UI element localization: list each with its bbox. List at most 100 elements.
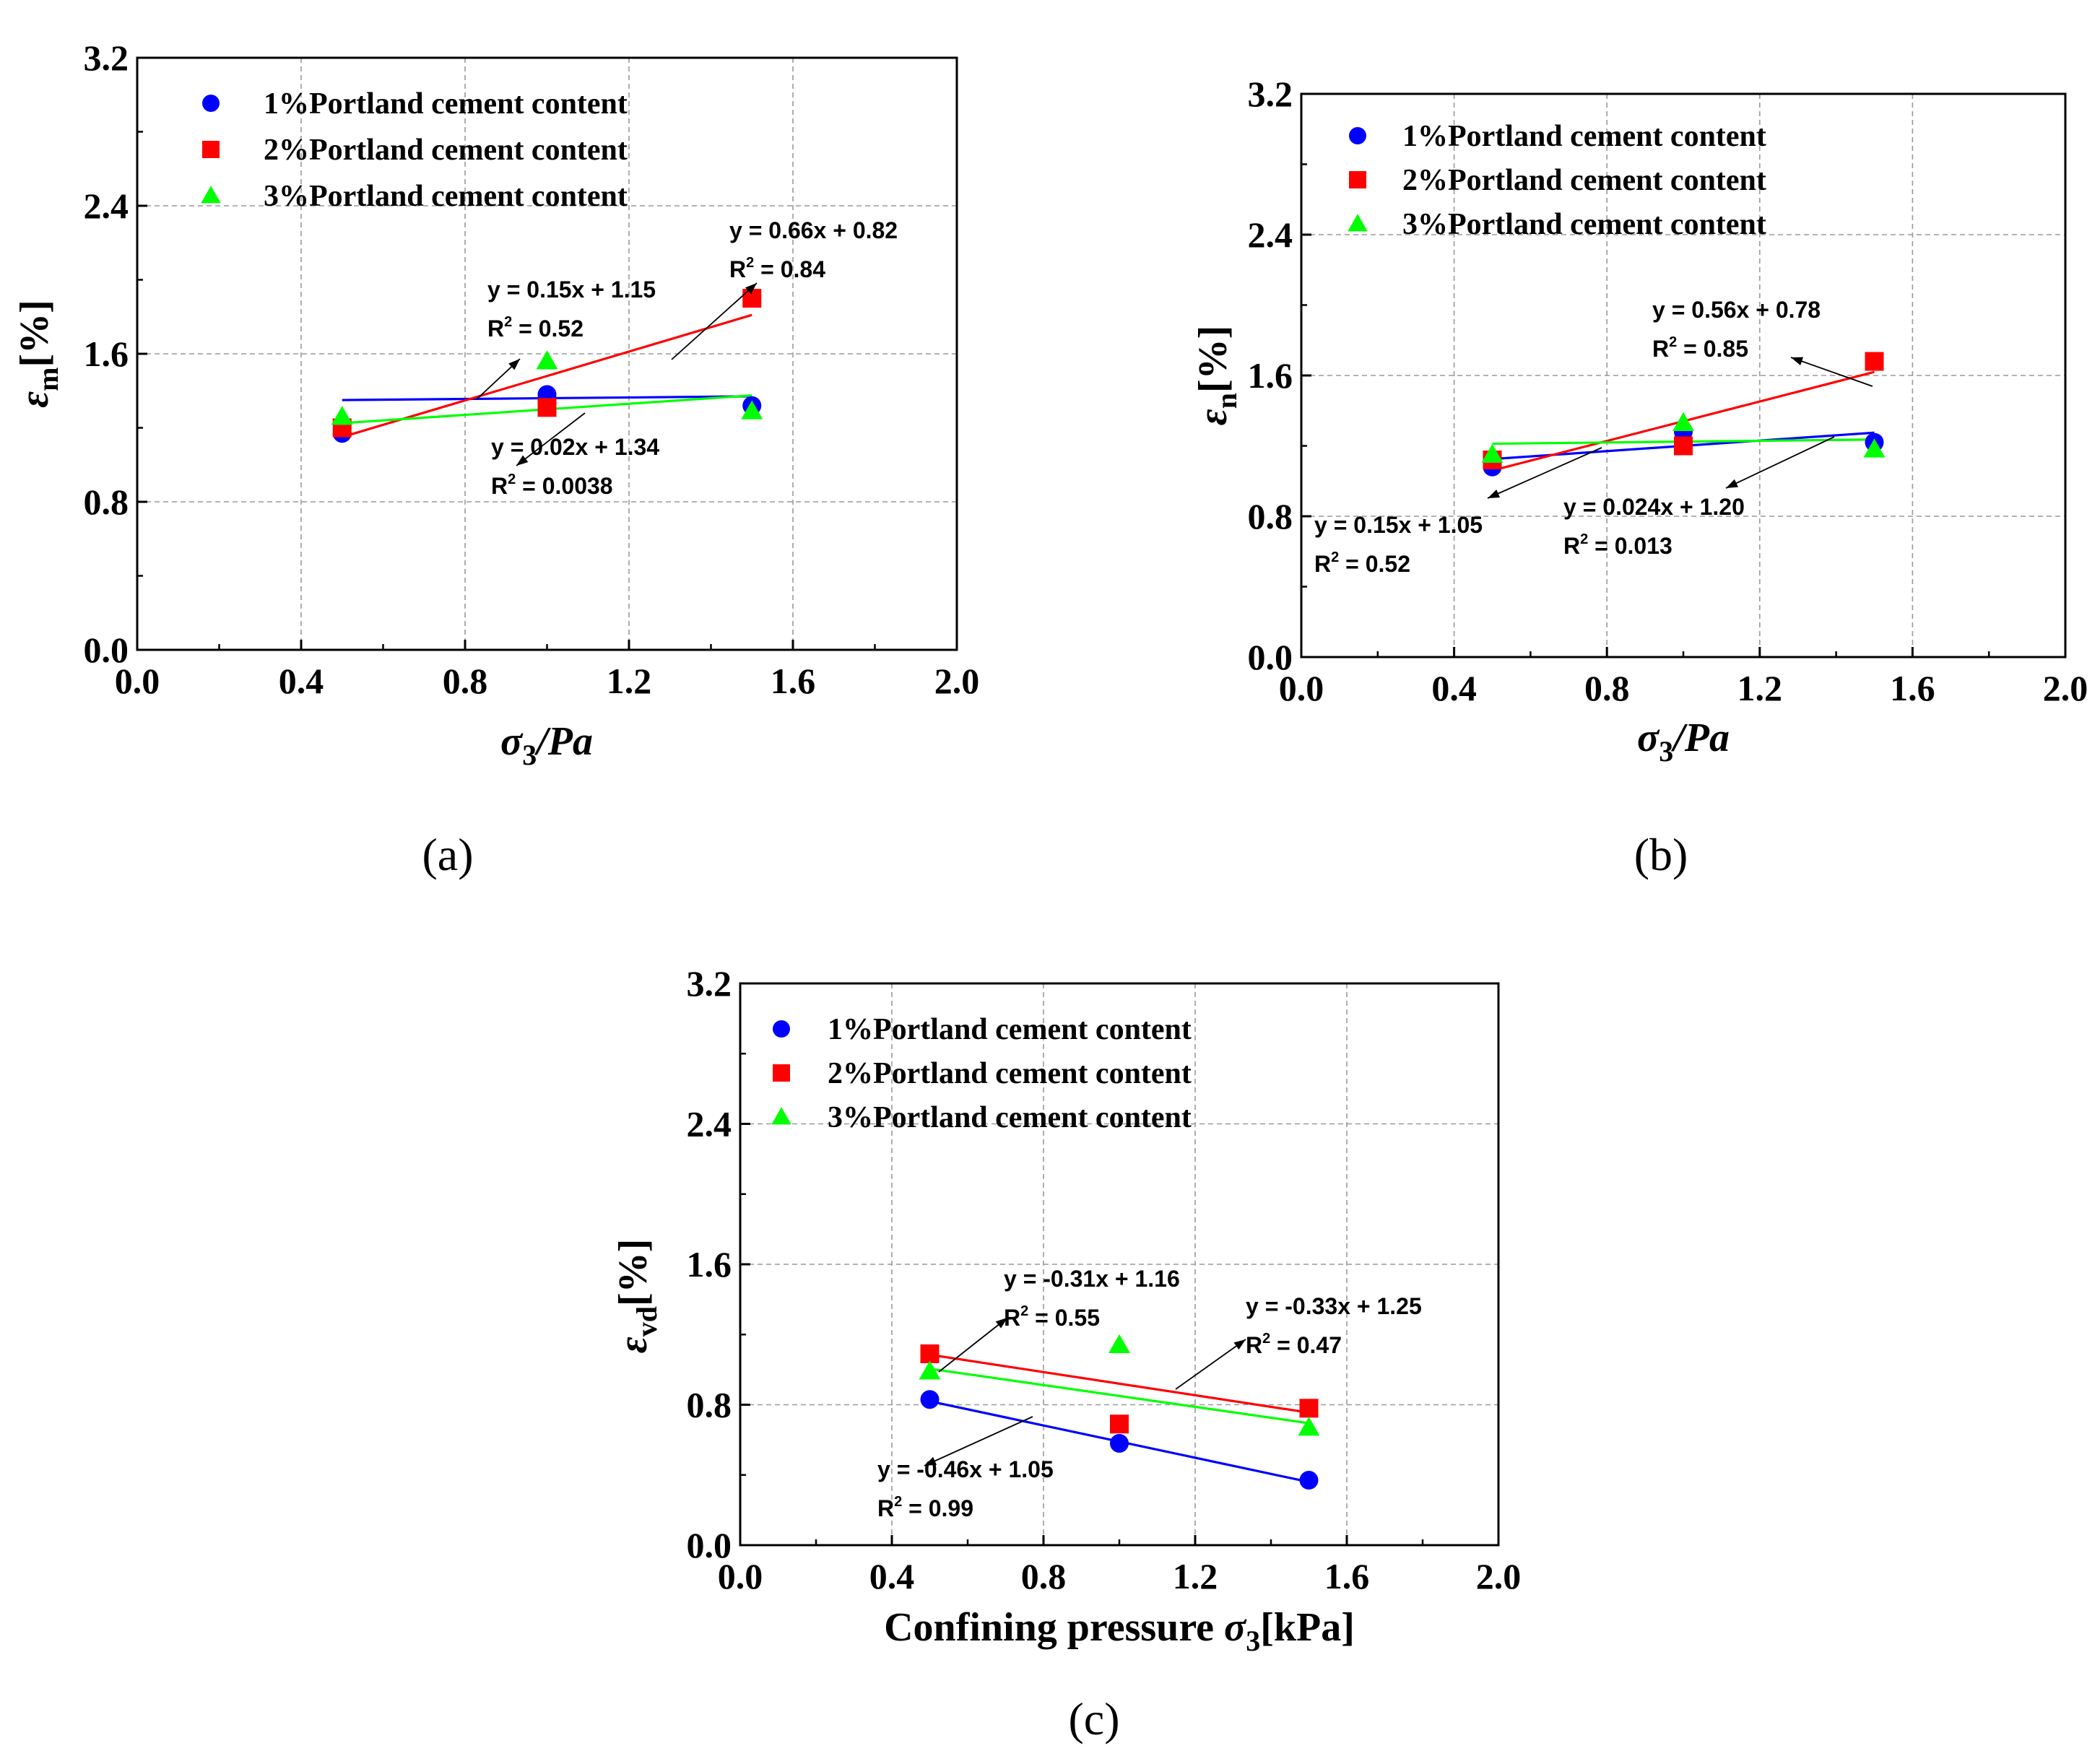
x-tick-label: 0.0	[718, 1556, 763, 1596]
y-axis-symbol: ε	[12, 391, 57, 408]
x-axis-prefix: Confining pressure	[884, 1605, 1224, 1650]
x-axis-unit: /Pa	[1670, 716, 1730, 760]
legend-marker	[1349, 127, 1366, 144]
x-tick-label: 2.0	[934, 661, 980, 701]
data-point	[920, 1390, 940, 1409]
annotation-arrow-head	[995, 1318, 1007, 1329]
x-tick-label: 1.2	[1173, 1556, 1218, 1596]
x-tick-label: 0.8	[443, 661, 488, 701]
data-point	[1298, 1417, 1320, 1436]
data-point	[1865, 352, 1884, 371]
y-tick-label: 2.4	[687, 1104, 732, 1144]
y-axis-unit: [%]	[12, 300, 57, 367]
r2-value: = 0.84	[754, 256, 825, 282]
fit-r-squared: R2 = 0.85	[1652, 334, 1748, 362]
r2-letter: R	[877, 1495, 894, 1521]
fit-r-squared: R2 = 0.84	[729, 255, 825, 282]
fit-line	[929, 1353, 1309, 1414]
fit-r-squared: R2 = 0.52	[1314, 549, 1410, 577]
fit-r-squared: R2 = 0.013	[1563, 531, 1672, 559]
x-tick-label: 1.2	[1737, 668, 1783, 708]
x-axis-symbol: σ	[1224, 1605, 1247, 1650]
data-point	[741, 400, 763, 420]
legend-label: 3%Portland cement content	[264, 180, 628, 213]
r2-value: = 0.52	[1339, 551, 1410, 577]
data-point	[920, 1344, 940, 1363]
data-point	[536, 350, 558, 370]
fit-equation: y = 0.02x + 1.34	[491, 434, 659, 460]
annotation-arrow-head	[1488, 490, 1501, 498]
x-tick-label: 1.6	[1324, 1556, 1370, 1596]
r2-letter: R	[1246, 1332, 1262, 1358]
legend-label: 1%Portland cement content	[264, 87, 628, 121]
fit-r-squared: R2 = 0.99	[877, 1494, 973, 1521]
fit-equation: y = -0.46x + 1.05	[877, 1456, 1054, 1482]
legend-label: 2%Portland cement content	[1402, 164, 1766, 197]
y-tick-label: 0.0	[84, 630, 129, 670]
fit-annotation: y = -0.46x + 1.05 R2 = 0.99	[877, 1416, 1054, 1521]
x-axis-title: σ3/Pa	[1637, 716, 1730, 768]
y-axis-subscript: m	[32, 368, 64, 391]
legend-marker	[202, 141, 220, 158]
r2-value: = 0.47	[1270, 1332, 1342, 1358]
annotation-arrow-line	[1175, 1339, 1246, 1390]
panel-label: (b)	[1634, 829, 1688, 880]
x-axis-subscript: 3	[1659, 735, 1673, 768]
fit-r-squared: R2 = 0.0038	[491, 471, 613, 499]
r2-letter: R	[1314, 551, 1331, 577]
data-point	[1863, 438, 1886, 458]
y-tick-label: 0.8	[84, 482, 129, 522]
legend: 1%Portland cement content 2%Portland ceme…	[1348, 120, 1766, 241]
r2-superscript: 2	[746, 255, 754, 271]
chart-panel-b: 0.0 0.4 0.8 1.2 1.6 2.0 0.0 0.8 1.6 2.4 3.2 1%Portl…	[1191, 74, 2088, 880]
data-point	[1481, 443, 1504, 463]
x-tick-label: 2.0	[1476, 1556, 1522, 1596]
annotation-arrow-line	[938, 1317, 1008, 1373]
r2-superscript: 2	[1020, 1303, 1028, 1319]
data-point	[919, 1360, 941, 1380]
gridlines	[740, 983, 1498, 1545]
x-axis-symbol: σ	[1637, 716, 1660, 760]
y-tick-label: 3.2	[84, 38, 129, 78]
annotation-arrow-head	[745, 283, 757, 295]
fit-r-squared: R2 = 0.47	[1246, 1331, 1342, 1358]
panel-label: (c)	[1068, 1693, 1119, 1744]
data-point	[1108, 1334, 1130, 1354]
r2-value: = 0.55	[1028, 1305, 1100, 1331]
y-tick-label: 0.8	[687, 1385, 732, 1425]
legend-marker	[1349, 171, 1366, 188]
legend-marker	[201, 186, 221, 204]
r2-letter: R	[1004, 1305, 1020, 1331]
data-point	[1299, 1399, 1319, 1418]
x-axis-title: σ3/Pa	[500, 719, 593, 771]
r2-letter: R	[1563, 533, 1580, 559]
fit-annotation: y = 0.024x + 1.20 R2 = 0.013	[1563, 436, 1835, 559]
y-axis-unit: [%]	[1191, 326, 1236, 393]
fit-equation: y = 0.56x + 0.78	[1652, 297, 1821, 323]
legend-label: 2%Portland cement content	[828, 1057, 1192, 1090]
annotation-arrow-line	[1725, 436, 1835, 489]
y-tick-label: 1.6	[687, 1244, 732, 1285]
x-tick-label: 1.6	[771, 661, 816, 701]
x-tick-label: 1.6	[1890, 668, 1935, 708]
r2-superscript: 2	[894, 1494, 902, 1510]
y-tick-label: 1.6	[84, 334, 129, 374]
annotation-arrow-head	[1726, 479, 1739, 488]
fit-r-squared: R2 = 0.55	[1004, 1303, 1100, 1331]
legend-marker	[773, 1020, 790, 1038]
legend-label: 1%Portland cement content	[1402, 120, 1766, 153]
x-tick-label: 0.8	[1021, 1556, 1067, 1596]
data-point	[1299, 1471, 1319, 1490]
data-point	[1110, 1433, 1129, 1453]
x-tick-label: 0.8	[1584, 668, 1630, 708]
r2-superscript: 2	[1580, 531, 1588, 547]
panel-label: (a)	[422, 829, 473, 880]
annotation-arrow-line	[516, 412, 586, 466]
r2-value: = 0.0038	[516, 473, 612, 499]
data-point	[1110, 1414, 1129, 1434]
y-tick-label: 0.8	[1248, 496, 1293, 536]
annotation-arrow-head	[1791, 357, 1804, 365]
y-tick-label: 0.0	[687, 1525, 732, 1565]
